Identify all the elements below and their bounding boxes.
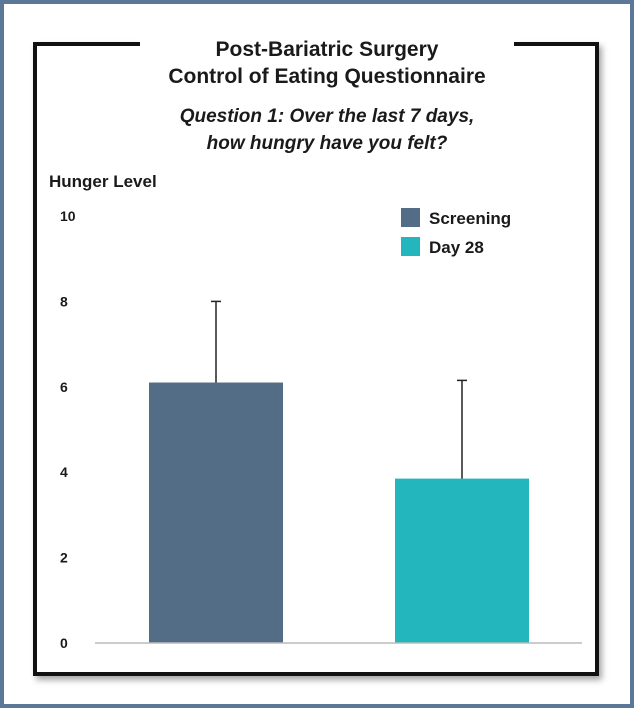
bar bbox=[149, 382, 283, 643]
y-tick-label: 2 bbox=[60, 550, 68, 566]
bar bbox=[395, 478, 529, 643]
y-tick-label: 10 bbox=[60, 208, 76, 224]
y-tick-label: 4 bbox=[60, 464, 68, 480]
legend-swatch bbox=[401, 208, 420, 227]
y-tick-label: 8 bbox=[60, 293, 68, 309]
title-background bbox=[140, 30, 514, 60]
y-axis-label: Hunger Level bbox=[49, 172, 157, 191]
legend-label: Screening bbox=[429, 209, 511, 228]
chart-subtitle-line-2: how hungry have you felt? bbox=[206, 133, 448, 154]
chart-title-line-1: Post-Bariatric Surgery bbox=[215, 38, 439, 61]
y-tick-label: 0 bbox=[60, 635, 68, 651]
y-tick-label: 6 bbox=[60, 379, 68, 395]
chart-subtitle-line-1: Question 1: Over the last 7 days, bbox=[179, 106, 475, 127]
legend-label: Day 28 bbox=[429, 238, 484, 257]
chart-title-line-2: Control of Eating Questionnaire bbox=[168, 65, 486, 88]
legend-swatch bbox=[401, 237, 420, 256]
